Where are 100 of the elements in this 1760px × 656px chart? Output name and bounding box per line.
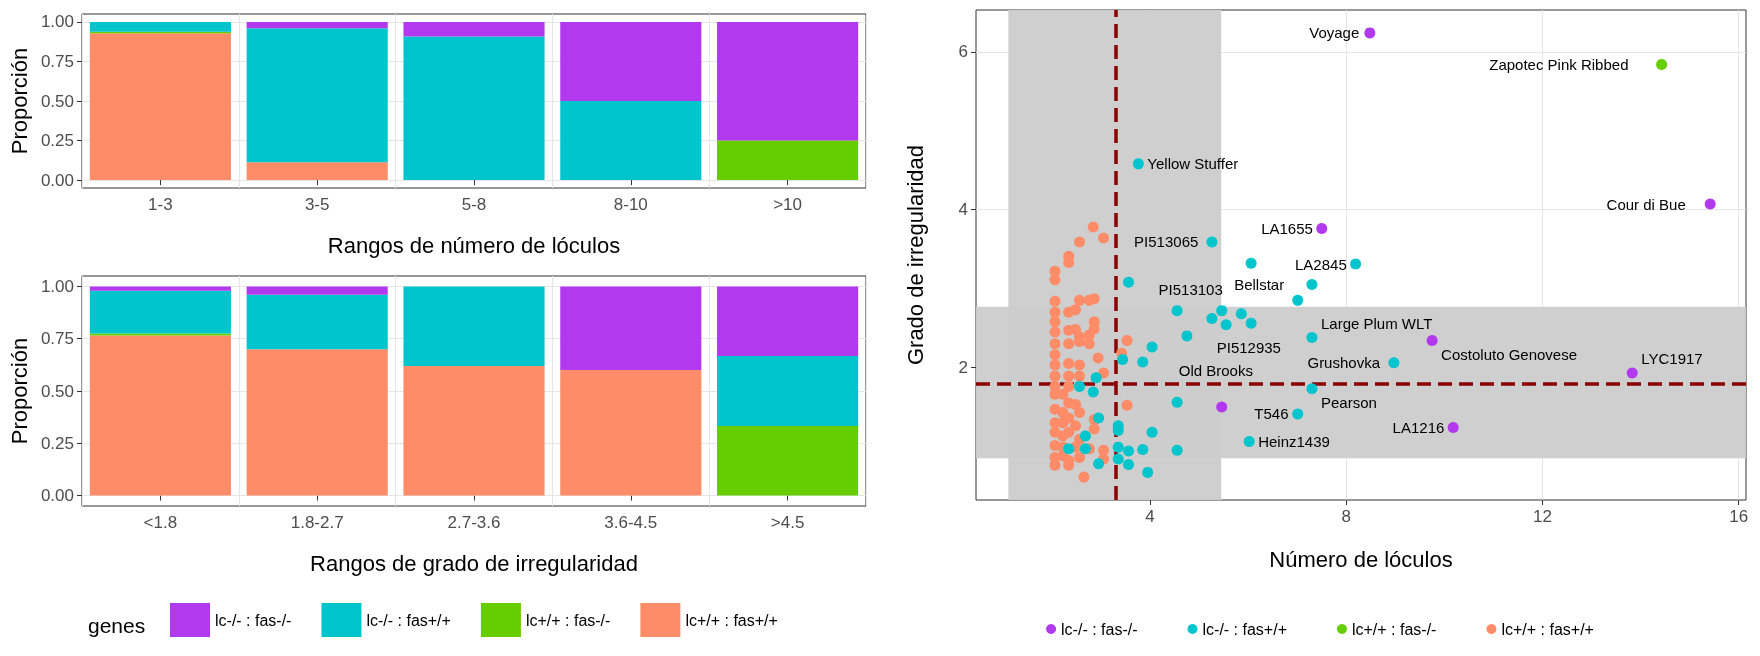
y-tick-label: 0.00 (40, 486, 74, 506)
point (1245, 257, 1257, 269)
legend-label: lc-/- : fas+/+ (366, 611, 451, 629)
bar (89, 290, 231, 334)
point (1181, 330, 1193, 342)
point (1087, 386, 1099, 398)
bar (560, 21, 702, 101)
annotation: Cour di Bue (1606, 195, 1686, 213)
point (1316, 223, 1328, 235)
point (1220, 319, 1232, 331)
annotation: Costoluto Genovese (1441, 346, 1578, 364)
point (1079, 443, 1091, 455)
x-tick-label: 1.8-2.7 (290, 513, 344, 532)
point (1171, 396, 1183, 408)
point (1292, 294, 1304, 306)
point (1235, 308, 1247, 320)
annotation: Zapotec Pink Ribbed (1489, 55, 1629, 73)
y-tick-label: 0.50 (40, 91, 74, 111)
y-tick-label: 2 (958, 357, 968, 377)
point (1146, 426, 1158, 438)
y-tick-label: 1.00 (40, 12, 74, 32)
point (1306, 331, 1318, 343)
bar (403, 36, 545, 181)
annotation: Bellstar (1234, 276, 1285, 294)
x-tick-label: 5-8 (461, 195, 487, 214)
bar (717, 21, 859, 141)
point (1142, 466, 1154, 478)
bar (560, 370, 702, 496)
point (1132, 158, 1144, 170)
legend-title: genes (88, 614, 146, 637)
legend-label: lc+/+ : fas-/- (1351, 620, 1437, 638)
bar (560, 286, 702, 371)
point (1704, 198, 1716, 210)
point (1090, 372, 1102, 384)
bar (717, 356, 859, 426)
point (1112, 453, 1124, 465)
point (1074, 380, 1085, 392)
annotation: PI513065 (1134, 233, 1199, 251)
bar (246, 286, 388, 295)
point (1112, 441, 1124, 453)
bar (403, 365, 545, 496)
y-tick-label: 0.25 (40, 433, 74, 453)
point (1123, 276, 1135, 288)
x-tick-label: 2.7-3.6 (447, 513, 501, 532)
bar (246, 294, 388, 350)
bar (89, 333, 231, 336)
y-tick-label: 0.25 (40, 131, 74, 151)
point (1171, 444, 1183, 456)
x-tick-label: 1-3 (148, 195, 173, 214)
point (1626, 367, 1638, 379)
annotation: LYC1917 (1641, 350, 1703, 368)
bar (246, 349, 388, 496)
point (1216, 401, 1228, 413)
point (1146, 341, 1158, 353)
point (1093, 412, 1105, 424)
annotation: LA2845 (1295, 255, 1347, 273)
bar (560, 101, 702, 181)
y-axis-title: Grado de irregularidad (902, 144, 928, 366)
y-axis-title: Proporción (6, 47, 32, 155)
annotation: Old Brooks (1178, 362, 1253, 380)
x-tick-label: 4 (1145, 507, 1155, 526)
x-tick-label: 8 (1341, 507, 1352, 526)
legend-label: lc+/+ : fas+/+ (1501, 620, 1594, 638)
annotation: Yellow Stuffer (1147, 155, 1239, 173)
x-axis-title: Rangos de grado de irregularidad (310, 550, 638, 576)
point (1123, 445, 1135, 457)
annotation: Pearson (1320, 394, 1377, 412)
bar (246, 162, 388, 181)
point (1243, 436, 1255, 448)
bar (89, 33, 231, 181)
point (1306, 383, 1318, 395)
bar (246, 28, 388, 163)
point (1350, 258, 1362, 270)
legend-label: lc-/- : fas-/- (1061, 620, 1138, 638)
x-tick-label: 12 (1533, 507, 1552, 526)
legend-label: lc+/+ : fas-/- (525, 611, 611, 629)
legend-label: lc-/- : fas-/- (215, 611, 292, 629)
point (1388, 357, 1400, 369)
annotation: Grushovka (1307, 354, 1381, 372)
annotation: LA1655 (1261, 220, 1313, 238)
x-axis-title: Rangos de número de lóculos (327, 232, 621, 258)
bar (717, 140, 859, 181)
bar (403, 21, 545, 37)
point (1206, 313, 1218, 325)
point (1123, 459, 1135, 470)
annotation: LA1216 (1392, 418, 1445, 436)
bar (89, 335, 231, 496)
point (1306, 279, 1318, 291)
annotation: T546 (1254, 405, 1289, 423)
y-tick-label: 0.75 (40, 51, 74, 71)
bar (717, 286, 859, 357)
bar (89, 286, 231, 291)
y-tick-label: 0.00 (40, 170, 74, 190)
x-tick-label: >4.5 (770, 513, 805, 532)
x-tick-label: 16 (1729, 507, 1749, 526)
x-axis-title: Número de lóculos (1269, 546, 1453, 572)
point (1364, 27, 1376, 39)
point (1171, 305, 1183, 317)
y-tick-label: 6 (958, 42, 968, 62)
y-axis-title: Proporción (6, 337, 32, 445)
